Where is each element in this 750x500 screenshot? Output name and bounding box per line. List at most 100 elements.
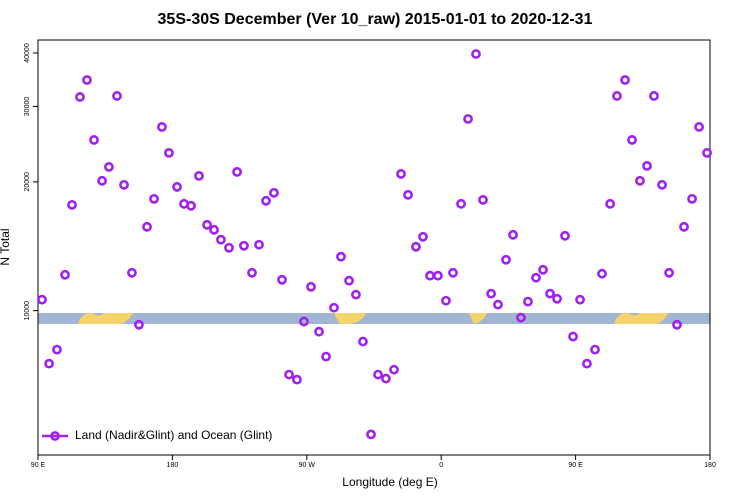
x-axis-label: Longitude (deg E) xyxy=(342,475,437,489)
point xyxy=(523,296,533,307)
point xyxy=(82,75,92,85)
point xyxy=(679,221,689,232)
point xyxy=(299,316,309,327)
point xyxy=(433,270,443,281)
point xyxy=(642,161,652,171)
point xyxy=(194,170,204,181)
point xyxy=(134,319,144,330)
x-tick-label: 180 xyxy=(704,462,716,469)
x-tick-label: 90 W xyxy=(299,462,316,469)
point xyxy=(149,193,159,204)
point xyxy=(612,91,622,101)
point xyxy=(590,344,600,355)
y-tick-label: 40000 xyxy=(24,43,31,63)
point xyxy=(172,182,182,192)
point xyxy=(687,193,697,204)
point xyxy=(478,194,488,205)
point xyxy=(127,267,137,278)
point xyxy=(75,92,85,102)
point xyxy=(694,122,704,132)
x-tick-label: 0 xyxy=(439,462,443,469)
point xyxy=(516,312,526,323)
point xyxy=(329,302,339,313)
point xyxy=(418,231,428,242)
point xyxy=(568,331,578,342)
point xyxy=(441,295,451,306)
legend-label: Land (Nadir&Glint) and Ocean (Glint) xyxy=(75,428,272,442)
point xyxy=(702,147,712,158)
point xyxy=(620,75,630,85)
point xyxy=(336,251,346,262)
point xyxy=(344,275,354,286)
point xyxy=(605,198,615,209)
point xyxy=(351,289,361,300)
x-tick-label: 90 E xyxy=(31,462,46,469)
point xyxy=(403,189,413,200)
point xyxy=(373,369,383,380)
point xyxy=(186,200,196,211)
point xyxy=(381,373,391,384)
point xyxy=(545,288,555,299)
y-axis-label: N Total xyxy=(0,228,12,265)
point xyxy=(448,267,458,278)
point xyxy=(664,267,674,278)
point xyxy=(486,288,496,299)
point xyxy=(202,219,212,230)
point xyxy=(44,358,54,369)
point xyxy=(261,195,271,206)
point xyxy=(60,269,70,280)
point xyxy=(239,240,249,251)
x-tick-label: 90 E xyxy=(568,462,583,469)
point xyxy=(209,224,219,235)
point xyxy=(657,179,667,190)
point xyxy=(97,175,107,186)
point xyxy=(635,175,645,186)
point xyxy=(142,221,152,232)
y-tick-label: 20000 xyxy=(24,172,31,192)
point xyxy=(277,274,287,285)
point xyxy=(425,270,435,281)
point xyxy=(314,326,324,337)
point xyxy=(52,344,62,355)
point xyxy=(216,234,226,245)
point xyxy=(164,147,174,158)
point xyxy=(366,429,376,440)
point xyxy=(254,239,264,250)
point xyxy=(597,268,607,279)
point xyxy=(89,135,99,145)
point xyxy=(104,162,114,172)
point xyxy=(37,294,47,305)
point xyxy=(358,336,368,347)
point xyxy=(232,166,242,177)
point xyxy=(582,358,592,369)
point xyxy=(508,229,518,240)
point xyxy=(284,369,294,380)
point xyxy=(538,264,548,275)
point xyxy=(493,299,503,310)
y-tick-label: 30000 xyxy=(24,97,31,117)
point xyxy=(552,293,562,304)
y-tick-label: 10000 xyxy=(24,301,31,321)
point xyxy=(456,198,466,209)
point xyxy=(396,169,406,179)
point xyxy=(501,254,511,265)
point xyxy=(471,49,481,59)
point xyxy=(119,179,129,190)
point xyxy=(157,122,167,132)
point xyxy=(389,364,399,375)
point xyxy=(627,135,637,145)
point xyxy=(575,294,585,305)
point xyxy=(306,281,316,292)
plot-frame xyxy=(37,39,711,456)
chart-title: 35S-30S December (Ver 10_raw) 2015-01-01… xyxy=(158,11,593,28)
point xyxy=(649,91,659,101)
point xyxy=(224,242,234,253)
point xyxy=(292,374,302,385)
point xyxy=(112,91,122,101)
point xyxy=(67,199,77,210)
map-strip xyxy=(38,312,710,324)
point xyxy=(247,267,257,278)
x-tick-label: 180 xyxy=(167,462,179,469)
point xyxy=(321,351,331,362)
